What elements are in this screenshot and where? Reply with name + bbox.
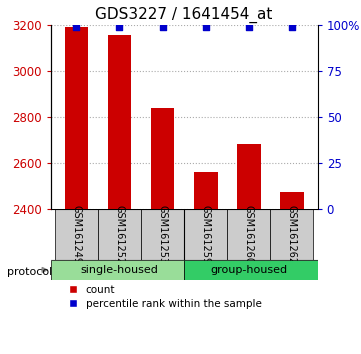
Bar [65, 27, 88, 209]
Bar [270, 209, 313, 260]
Point [203, 24, 209, 29]
Text: GSM161249: GSM161249 [71, 205, 81, 264]
Bar [51, 260, 184, 280]
Text: GSM161262: GSM161262 [287, 205, 297, 264]
Point [289, 24, 295, 29]
Point [74, 24, 79, 29]
Bar [227, 209, 270, 260]
Text: GSM161260: GSM161260 [244, 205, 254, 264]
Bar [151, 108, 174, 209]
Bar [108, 35, 131, 209]
Bar [237, 144, 261, 209]
Bar [194, 172, 218, 209]
Text: GSM161252: GSM161252 [114, 205, 125, 264]
Title: GDS3227 / 1641454_at: GDS3227 / 1641454_at [95, 7, 273, 23]
Text: GSM161253: GSM161253 [157, 205, 168, 264]
Bar [280, 192, 304, 209]
Text: protocol: protocol [7, 267, 52, 276]
Bar [184, 260, 318, 280]
Bar [141, 209, 184, 260]
Bar [55, 209, 98, 260]
Bar [184, 209, 227, 260]
Bar [98, 209, 141, 260]
Text: single-housed: single-housed [81, 265, 158, 275]
Text: GSM161259: GSM161259 [201, 205, 211, 264]
Point [246, 24, 252, 29]
Legend: count, percentile rank within the sample: count, percentile rank within the sample [69, 285, 262, 309]
Point [117, 24, 122, 29]
Text: group-housed: group-housed [210, 265, 287, 275]
Point [160, 24, 165, 29]
